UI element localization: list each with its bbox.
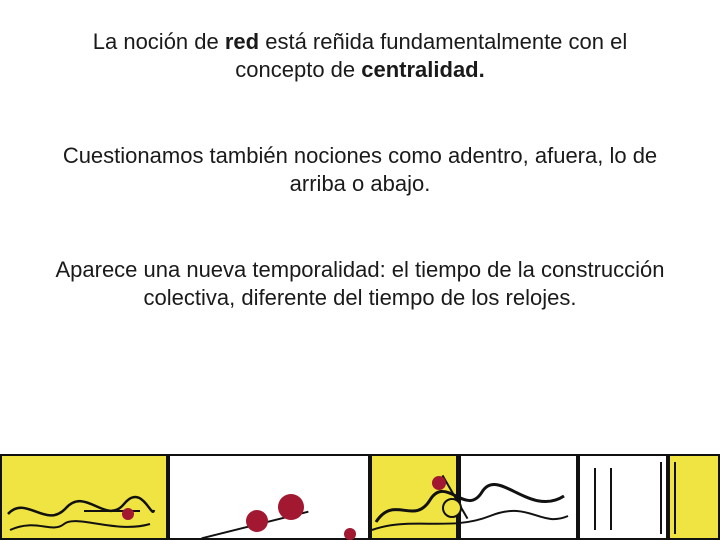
- strip-panel: [168, 454, 370, 540]
- paragraph-2: Cuestionamos también nociones como adent…: [48, 142, 672, 198]
- p1-bold-centralidad: centralidad.: [361, 57, 484, 82]
- dot-icon: [278, 494, 304, 520]
- paragraph-3: Aparece una nueva temporalidad: el tiemp…: [48, 256, 672, 312]
- p1-pre: La noción de: [93, 29, 225, 54]
- paragraph-1: La noción de red está reñida fundamental…: [48, 28, 672, 84]
- tick-icon: [610, 468, 612, 530]
- dot-icon: [122, 508, 134, 520]
- dot-icon: [246, 510, 268, 532]
- decorative-strip: [0, 454, 720, 540]
- strip-panel: [578, 454, 668, 540]
- tick-icon: [594, 468, 596, 530]
- scribble-icon: [370, 466, 570, 534]
- dot-icon: [432, 476, 446, 490]
- dot-icon: [442, 498, 462, 518]
- dot-icon: [344, 528, 356, 540]
- slide: La noción de red está reñida fundamental…: [0, 0, 720, 540]
- tick-icon: [674, 462, 676, 534]
- p1-bold-red: red: [225, 29, 259, 54]
- tick-icon: [660, 462, 662, 534]
